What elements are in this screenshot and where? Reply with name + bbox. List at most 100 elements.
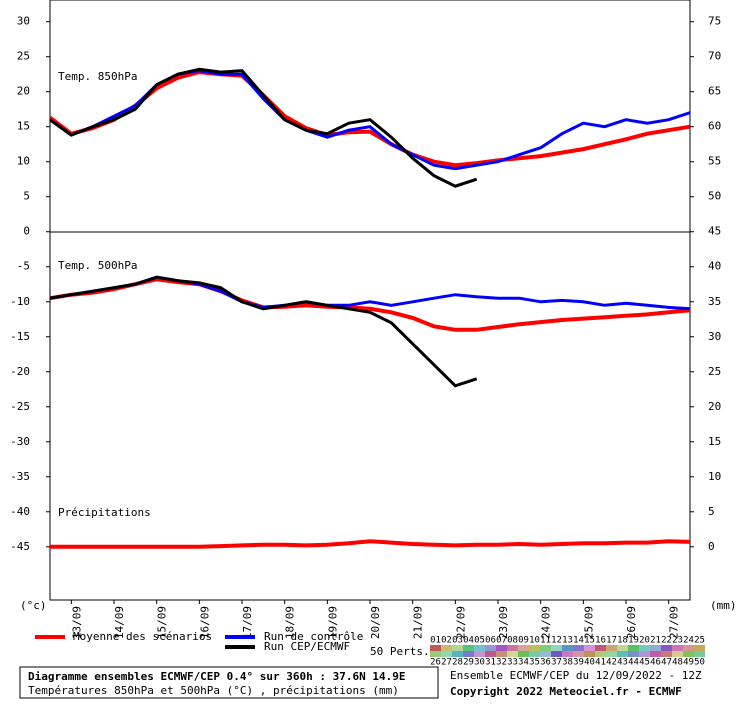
pert-swatch <box>694 651 705 657</box>
y-tick-label: -5 <box>17 260 30 273</box>
pert-swatch <box>617 645 628 651</box>
y2-tick-label: 75 <box>708 15 721 28</box>
pert-label: 50 <box>694 658 705 668</box>
series-line <box>50 539 691 549</box>
x-tick-label: 17/09 <box>241 606 254 639</box>
pert-label: 10 <box>529 636 540 646</box>
y2-tick-label: 20 <box>708 400 721 413</box>
pert-swatch <box>639 645 650 651</box>
pert-swatch <box>694 645 705 651</box>
pert-label: 36 <box>540 658 551 668</box>
y2-tick-label: 15 <box>708 435 721 448</box>
y-tick-label: 15 <box>17 120 30 133</box>
pert-swatch <box>518 651 529 657</box>
pert-swatch <box>650 645 661 651</box>
pert-swatch <box>441 651 452 657</box>
pert-swatch <box>617 651 628 657</box>
x-tick-label: 21/09 <box>412 606 425 639</box>
y2-tick-label: 60 <box>708 120 721 133</box>
pert-swatch <box>683 645 694 651</box>
pert-label: 20 <box>639 636 650 646</box>
y-tick-label: -40 <box>10 505 30 518</box>
y2-tick-label: 65 <box>708 85 721 98</box>
pert-label: 35 <box>529 658 540 668</box>
pert-label: 16 <box>595 636 606 646</box>
pert-label: 37 <box>551 658 562 668</box>
pert-swatch <box>672 651 683 657</box>
pert-swatch <box>573 645 584 651</box>
y-tick-label: -20 <box>10 365 30 378</box>
pert-swatch <box>452 645 463 651</box>
x-tick-label: 26/09 <box>625 606 638 639</box>
x-tick-label: 15/09 <box>156 606 169 639</box>
pert-label: 14 <box>573 636 584 646</box>
y-tick-label: -15 <box>10 330 30 343</box>
pert-label: 41 <box>595 658 606 668</box>
pert-swatch <box>551 645 562 651</box>
footer-copyright: Copyright 2022 Meteociel.fr - ECMWF <box>450 685 682 698</box>
pert-swatch <box>452 651 463 657</box>
pert-swatch <box>551 651 562 657</box>
x-tick-label: 23/09 <box>497 606 510 639</box>
x-tick-label: 27/09 <box>668 606 681 639</box>
y-tick-label: 0 <box>23 225 30 238</box>
x-tick-label: 19/09 <box>326 606 339 639</box>
pert-label: 32 <box>496 658 507 668</box>
legend-label: Run CEP/ECMWF <box>264 640 350 653</box>
legend-label: Run de contrôle <box>264 630 363 643</box>
pert-label: 12 <box>551 636 562 646</box>
pert-label: 04 <box>463 636 474 646</box>
pert-label: 23 <box>672 636 683 646</box>
y-tick-label: -25 <box>10 400 30 413</box>
footer-run: Ensemble ECMWF/CEP du 12/09/2022 - 12Z <box>450 669 702 682</box>
series-line <box>48 70 691 168</box>
legend-title: 50 Perts. <box>370 645 430 658</box>
footer-title: Diagramme ensembles ECMWF/CEP 0.4° sur 3… <box>28 670 406 683</box>
pert-label: 24 <box>683 636 694 646</box>
pert-swatch <box>463 645 474 651</box>
pert-swatch <box>606 651 617 657</box>
pert-label: 34 <box>518 658 529 668</box>
y-tick-label: 30 <box>17 15 30 28</box>
pert-swatch <box>518 645 529 651</box>
pert-label: 13 <box>562 636 573 646</box>
pert-swatch <box>496 651 507 657</box>
y2-tick-label: 10 <box>708 470 721 483</box>
x-tick-label: 13/09 <box>70 606 83 639</box>
pert-label: 17 <box>606 636 617 646</box>
pert-label: 38 <box>562 658 573 668</box>
y-tick-label: -30 <box>10 435 30 448</box>
pert-swatch <box>606 645 617 651</box>
pert-swatch <box>441 645 452 651</box>
pert-swatch <box>639 651 650 657</box>
pert-swatch <box>507 651 518 657</box>
pert-label: 31 <box>485 658 496 668</box>
pert-label: 33 <box>507 658 518 668</box>
y-tick-label: 10 <box>17 155 30 168</box>
y2-tick-label: 25 <box>708 365 721 378</box>
plot-frame <box>49 0 691 601</box>
legend-label: Moyenne des scénarios <box>73 630 212 643</box>
y-tick-label: -10 <box>10 295 30 308</box>
pert-label: 44 <box>628 658 639 668</box>
pert-swatch <box>507 645 518 651</box>
y2-tick-label: 50 <box>708 190 721 203</box>
pert-label: 42 <box>606 658 617 668</box>
pert-label: 02 <box>441 636 452 646</box>
pert-swatch <box>562 651 573 657</box>
pert-label: 43 <box>617 658 628 668</box>
pert-label: 30 <box>474 658 485 668</box>
pert-swatch <box>474 651 485 657</box>
series-line <box>49 277 691 332</box>
series-line <box>49 67 478 188</box>
pert-swatch <box>661 651 672 657</box>
pert-label: 21 <box>650 636 661 646</box>
pert-label: 29 <box>463 658 474 668</box>
x-tick-label: 22/09 <box>454 606 467 639</box>
panel-title: Temp. 850hPa <box>58 70 137 83</box>
pert-swatch <box>683 651 694 657</box>
pert-swatch <box>595 651 606 657</box>
pert-swatch <box>628 645 639 651</box>
pert-label: 28 <box>452 658 463 668</box>
y2-axis-label: (mm) <box>710 599 737 612</box>
